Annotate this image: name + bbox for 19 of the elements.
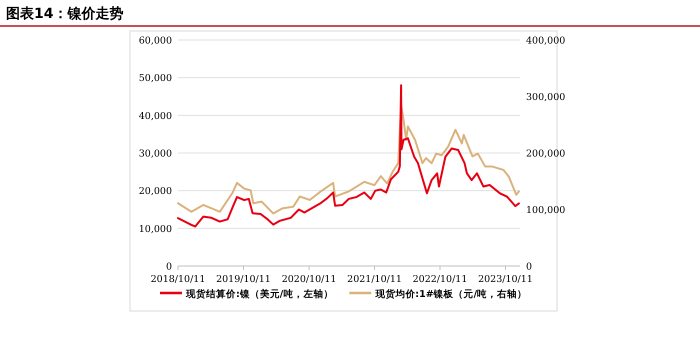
y2-tick-label: 400,000 <box>526 36 566 46</box>
y-tick-label: 50,000 <box>138 73 172 84</box>
y-tick-label: 30,000 <box>138 148 172 160</box>
y2-tick-label: 100,000 <box>526 205 566 216</box>
y-tick-label: 60,000 <box>138 36 172 46</box>
y-tick-label: 40,000 <box>138 110 172 122</box>
x-tick-label: 2021/10/11 <box>347 274 402 285</box>
y2-tick-label: 0 <box>526 262 532 272</box>
y-tick-label: 10,000 <box>138 224 172 235</box>
x-tick-label: 2022/10/11 <box>412 274 468 285</box>
y2-tick-label: 200,000 <box>526 148 566 160</box>
x-tick-label: 2019/10/11 <box>216 274 271 285</box>
x-tick-label: 2023/10/11 <box>478 274 533 285</box>
title: 图表14：镍价走势 <box>6 6 124 22</box>
y2-tick-label: 300,000 <box>526 92 566 103</box>
y-tick-label: 0 <box>166 262 172 272</box>
y-tick-label: 20,000 <box>138 186 172 198</box>
x-tick-label: 2018/10/11 <box>150 274 206 285</box>
x-tick-label: 2020/10/11 <box>282 274 336 285</box>
